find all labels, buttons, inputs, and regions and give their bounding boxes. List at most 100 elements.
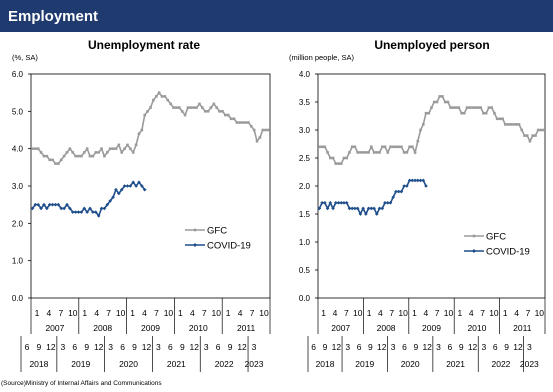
data-point-gfc [506, 123, 510, 126]
data-point-gfc [331, 156, 335, 160]
data-point-gfc [137, 132, 141, 136]
data-point-gfc [318, 145, 321, 149]
data-point-covid [114, 187, 118, 192]
data-point-gfc [430, 106, 433, 109]
x-tick-label-gfc-month: 4 [469, 308, 474, 318]
data-point-gfc [36, 147, 40, 150]
data-point-covid [70, 210, 75, 214]
data-point-covid [325, 206, 330, 211]
data-point-gfc [441, 95, 444, 98]
data-point-covid [366, 206, 371, 211]
x-tick-label-gfc-month: 4 [378, 308, 383, 318]
x-tick-label-gfc-month: 10 [444, 308, 454, 318]
data-point-covid [342, 201, 346, 205]
x-tick-label-covid-month: 9 [37, 342, 42, 352]
data-point-gfc [235, 121, 239, 124]
data-point-gfc [487, 106, 491, 109]
data-point-covid [59, 206, 64, 211]
data-point-gfc [473, 106, 477, 109]
data-point-gfc [348, 151, 351, 154]
x-tick-label-covid-year: 2021 [446, 359, 465, 369]
x-tick-label-covid-month: 9 [228, 342, 233, 352]
data-point-gfc [255, 139, 259, 143]
data-point-covid [102, 206, 107, 211]
data-point-gfc [435, 100, 439, 104]
data-point-gfc [356, 151, 359, 154]
x-tick-label-gfc-month: 7 [250, 308, 255, 318]
data-point-gfc [85, 147, 89, 150]
data-point-gfc [126, 143, 129, 147]
data-point-gfc [264, 128, 267, 132]
data-point-gfc [359, 151, 362, 154]
data-point-covid [331, 206, 335, 211]
data-point-covid [73, 210, 78, 214]
data-point-gfc [493, 111, 496, 115]
legend-marker [472, 234, 476, 238]
data-point-gfc [408, 145, 411, 149]
x-tick-label-covid-month: 6 [25, 342, 30, 352]
x-tick-label-gfc-year: 2011 [513, 323, 532, 333]
data-point-covid [388, 201, 393, 205]
x-tick-label-covid-month: 3 [252, 342, 257, 352]
x-tick-label-gfc-year: 2007 [45, 323, 64, 333]
x-tick-label-gfc-year: 2007 [331, 323, 350, 333]
x-tick-label-covid-month: 6 [120, 342, 125, 352]
x-tick-label-gfc-month: 10 [164, 308, 174, 318]
x-tick-label-gfc-month: 1 [178, 308, 183, 318]
data-point-gfc [342, 156, 346, 160]
data-point-gfc [91, 154, 95, 158]
data-point-gfc [51, 158, 54, 162]
x-tick-label-gfc-month: 7 [480, 308, 485, 318]
x-tick-label-covid-month: 6 [168, 342, 173, 352]
data-point-covid [117, 191, 121, 196]
data-point-gfc [482, 111, 485, 115]
data-point-gfc [411, 145, 414, 149]
x-tick-label-covid-year: 2019 [355, 359, 374, 369]
data-point-gfc [244, 121, 247, 124]
data-point-covid [36, 202, 40, 207]
x-tick-label-covid-year: 2018 [29, 359, 48, 369]
data-point-gfc [172, 106, 175, 109]
data-point-covid [333, 201, 338, 205]
data-point-covid [383, 201, 387, 205]
data-point-gfc [424, 111, 428, 115]
data-point-gfc [383, 145, 387, 149]
x-tick-label-gfc-year: 2008 [93, 323, 112, 333]
y-tick-label: 1.5 [299, 210, 311, 219]
x-tick-label-covid-month: 3 [436, 342, 441, 352]
x-tick-label-gfc-month: 4 [47, 308, 52, 318]
x-tick-label-covid-month: 3 [527, 342, 532, 352]
data-point-gfc [427, 111, 431, 115]
x-tick-label-covid-month: 9 [368, 342, 373, 352]
data-point-gfc [186, 106, 190, 109]
legend-label: COVID-19 [207, 241, 251, 252]
data-point-gfc [114, 147, 118, 150]
data-point-gfc [329, 156, 332, 160]
source-note: (Source)Ministry of Internal Affairs and… [1, 380, 162, 387]
x-tick-label-gfc-year: 2010 [189, 323, 208, 333]
data-point-gfc [386, 151, 390, 154]
data-point-gfc [108, 147, 112, 150]
x-tick-label-gfc-year: 2010 [467, 323, 486, 333]
data-point-gfc [88, 154, 92, 158]
data-point-gfc [175, 106, 178, 109]
x-tick-label-covid-month: 3 [108, 342, 113, 352]
data-point-covid [394, 189, 398, 194]
x-tick-label-gfc-month: 1 [503, 308, 508, 318]
data-point-gfc [166, 98, 170, 102]
x-tick-label-gfc-month: 1 [226, 308, 231, 318]
data-point-covid [119, 187, 124, 192]
data-point-gfc [528, 139, 532, 143]
data-point-gfc [103, 154, 106, 158]
data-point-gfc [111, 147, 115, 150]
data-point-gfc [39, 151, 43, 154]
x-tick-label-covid-month: 6 [357, 342, 362, 352]
x-tick-label-covid-month: 3 [482, 342, 487, 352]
data-point-covid [62, 206, 66, 211]
x-tick-label-covid-year: 2023 [245, 359, 264, 369]
x-tick-label-gfc-year: 2009 [141, 323, 160, 333]
data-point-gfc [531, 134, 534, 137]
data-point-covid [405, 184, 409, 188]
x-tick-label-gfc-month: 4 [190, 308, 195, 318]
data-point-gfc [157, 91, 161, 94]
